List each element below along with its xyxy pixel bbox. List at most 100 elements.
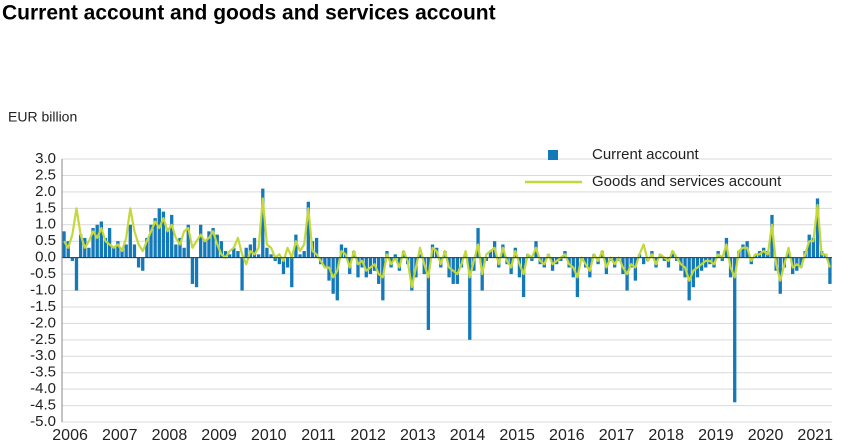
bar — [670, 251, 675, 258]
y-tick-label: 2.0 — [35, 183, 56, 200]
y-tick-label: 1.5 — [35, 199, 56, 216]
x-tick-label: 2021 — [797, 427, 833, 444]
bar — [786, 251, 791, 258]
bar — [165, 228, 170, 258]
x-tick-label: 2018 — [648, 427, 684, 444]
bar — [323, 257, 327, 268]
bar — [174, 244, 178, 258]
x-tick-label: 2010 — [251, 427, 287, 444]
bar — [559, 257, 563, 261]
bar — [74, 257, 79, 291]
bar — [273, 257, 277, 261]
bar — [103, 237, 108, 258]
x-tick-label: 2016 — [549, 427, 585, 444]
bar — [70, 257, 75, 261]
y-tick-label: 2.5 — [35, 166, 56, 183]
bar — [762, 247, 766, 258]
legend-label: Goods and services account — [592, 173, 782, 190]
bar — [704, 257, 708, 268]
x-tick-label: 2012 — [350, 427, 386, 444]
bar — [161, 211, 166, 258]
y-tick-label: -3.5 — [30, 364, 56, 381]
bar — [91, 228, 95, 258]
bar — [256, 254, 261, 258]
bar — [236, 251, 240, 258]
y-tick-label: -3.0 — [30, 347, 56, 364]
bar — [662, 257, 666, 261]
bar — [190, 257, 195, 284]
bar — [733, 257, 737, 403]
bar — [116, 241, 120, 258]
bar — [377, 257, 381, 284]
bar — [468, 257, 472, 340]
bar — [186, 224, 190, 258]
bar — [666, 257, 671, 268]
x-tick-label: 2006 — [52, 427, 88, 444]
bar — [335, 257, 339, 301]
bar — [393, 254, 397, 258]
bar — [265, 247, 269, 258]
bar — [182, 247, 186, 258]
y-tick-label: -4.5 — [30, 397, 56, 414]
bar — [124, 244, 128, 258]
bar — [314, 237, 319, 258]
y-tick-label: -2.5 — [30, 331, 56, 348]
bar — [240, 257, 244, 291]
x-tick-label: 2013 — [400, 427, 436, 444]
bar — [641, 257, 646, 265]
y-tick-label: 3.0 — [35, 150, 56, 167]
bar — [381, 257, 385, 301]
bar — [203, 241, 207, 258]
y-tick-label: -2.0 — [30, 314, 56, 331]
bar — [281, 257, 286, 275]
bar — [343, 247, 348, 258]
bar — [128, 224, 132, 258]
bar — [629, 257, 633, 268]
bar — [770, 214, 774, 258]
bar — [95, 224, 99, 258]
bar — [364, 257, 368, 278]
bar — [530, 257, 534, 261]
x-tick-label: 2015 — [499, 427, 535, 444]
bar — [828, 257, 832, 284]
bar — [815, 198, 820, 258]
bar — [211, 228, 215, 258]
bar — [778, 257, 782, 294]
bar — [290, 257, 294, 288]
x-tick-label: 2020 — [748, 427, 784, 444]
x-tick-label: 2011 — [301, 427, 336, 444]
bar — [170, 214, 174, 258]
bar — [418, 254, 422, 258]
x-tick-label: 2008 — [152, 427, 188, 444]
bar — [488, 251, 493, 258]
legend-label: Current account — [592, 146, 700, 163]
bar — [476, 228, 480, 258]
bar — [194, 257, 199, 288]
x-tick-label: 2007 — [102, 427, 138, 444]
bar — [306, 201, 310, 258]
y-tick-label: 0.5 — [35, 232, 56, 249]
bar — [302, 251, 306, 258]
y-tick-label: -1.5 — [30, 298, 56, 315]
bar — [741, 244, 745, 258]
bar — [410, 257, 414, 291]
bar — [261, 188, 265, 258]
bar — [799, 257, 803, 268]
bar — [136, 257, 141, 268]
bar — [232, 247, 236, 258]
bar — [141, 257, 145, 271]
bar — [66, 241, 70, 258]
bar — [107, 228, 112, 258]
bar — [112, 247, 116, 258]
y-tick-label: -5.0 — [30, 413, 56, 430]
bar — [298, 254, 302, 258]
bar — [455, 257, 460, 284]
chart-title: Current account and goods and services a… — [2, 2, 496, 25]
bar — [149, 224, 153, 258]
bar — [99, 221, 103, 258]
bar — [120, 247, 124, 258]
bar — [294, 234, 298, 258]
bar — [153, 218, 157, 258]
y-tick-label: -4.0 — [30, 380, 56, 397]
